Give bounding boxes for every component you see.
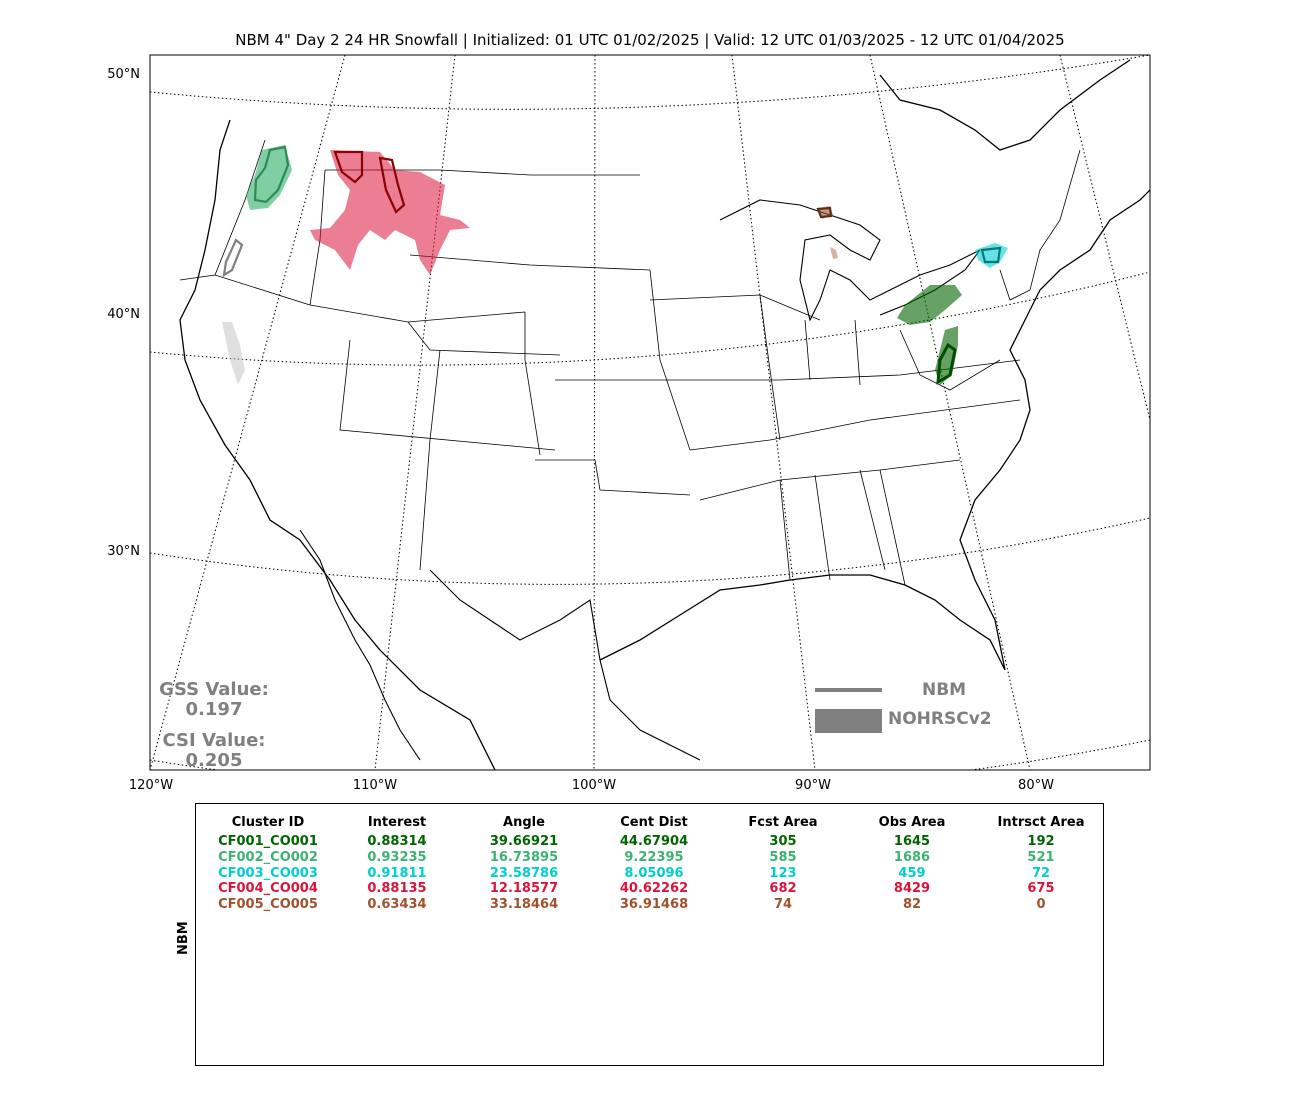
table-header-cell: Cluster ID [231,815,305,830]
table-cell: 0.88135 [367,881,427,897]
table-cell: 0.63434 [367,897,427,913]
table-cell: 123 [769,865,797,881]
parallel-30n [150,517,1150,585]
table-cell: CF001_CO001 [218,834,318,849]
table-cell: 585 [769,849,797,865]
table-header-cell: Angle [503,815,545,830]
obs-object-cf004 [310,150,470,275]
table-cell: 0.88314 [367,834,427,849]
chart-title: NBM 4" Day 2 24 HR Snowfall | Initialize… [235,31,1065,49]
table-cell: 82 [902,897,922,913]
table-cell: 8.05096 [624,865,684,881]
lat-label-40n: 40°N [107,307,140,322]
lon-label-120w: 120°W [128,778,174,793]
obs-object-unmatched-gray [222,322,245,385]
table-header-cell: Fcst Area [748,815,818,830]
obs-object-unmatched [830,247,838,259]
parallel-40n [150,271,1150,366]
obs-object-cf001 [897,285,962,325]
lon-label-110w: 110°W [352,778,398,793]
meridian-120w [150,55,346,770]
csi-value: 0.205 [185,750,243,771]
meridian-90w [731,55,816,770]
obs-object-cf003 [975,243,1008,268]
gss-value: 0.197 [185,699,243,720]
table-cell: 12.18577 [489,881,559,897]
csi-label: CSI Value: [162,730,266,751]
table-cell: 1645 [893,834,931,849]
gss-label: GSS Value: [159,679,269,700]
table-cell: 192 [1027,834,1055,849]
obs-object-cf002 [246,145,292,210]
map-frame [149,54,1151,771]
table-cell: 459 [898,865,926,881]
forecast-objects [222,145,1002,385]
table-cell: 0.93235 [367,849,427,865]
table-cell: 521 [1027,849,1055,865]
lat-label-50n: 50°N [107,67,140,82]
mexico-outline [299,529,701,761]
table-cell: 9.22395 [624,849,684,865]
table-cell: CF004_CO004 [218,881,318,897]
legend-nbm-label: NBM [922,680,967,700]
parallel-25n [150,739,1150,770]
lon-label-80w: 80°W [1018,778,1054,793]
fcst-object-cf005 [816,206,833,219]
table-cell: 23.58786 [489,865,559,881]
table-cell: 0 [1036,897,1046,913]
table-cell: CF002_CO002 [218,849,318,865]
cluster-table [195,803,1104,1066]
table-cell: 39.66921 [489,834,559,849]
table-header-cell: Cent Dist [620,815,688,830]
table-side-label: NBM [176,921,191,955]
fcst-object-cf001 [936,342,957,385]
table-cell: 682 [769,881,797,897]
table-cell: 675 [1027,881,1055,897]
table-cell: CF005_CO005 [218,897,318,913]
table-cell: 1686 [893,849,931,865]
observed-objects [222,145,1008,385]
legend-nohrsc-swatch [815,709,882,733]
table-header-cell: Obs Area [878,815,946,830]
table-cell: 33.18464 [489,897,559,913]
fcst-object-cf004 [333,150,406,214]
table-cell: CF003_CO003 [218,865,318,881]
fcst-object-cf003 [980,246,1002,264]
table-cell: 44.67904 [619,834,689,849]
table-cell: 36.91468 [619,897,689,913]
parallel-50n [150,55,1150,110]
table-cell: 16.73895 [489,849,559,865]
table-cell: 74 [773,897,793,913]
table-header-cell: Intrsct Area [997,815,1085,830]
lat-label-30n: 30°N [107,544,140,559]
table-cell: 8429 [893,881,931,897]
conus-outline [179,59,1150,770]
legend-nohrsc-label: NOHRSCv2 [888,709,992,729]
graticule [150,55,1150,770]
table-cell: 72 [1031,865,1051,881]
lon-label-90w: 90°W [795,778,831,793]
table-cell: 305 [769,834,797,849]
lon-label-100w: 100°W [571,778,617,793]
table-cell: 0.91811 [367,865,427,881]
meridian-80w [869,55,1031,770]
meridian-100w [593,55,596,770]
meridian-70w [1059,55,1150,421]
table-cell: 40.62262 [619,881,689,897]
table-header-cell: Interest [367,815,427,830]
fcst-object-cf002 [253,145,290,204]
fcst-object-unmatched [222,238,244,278]
